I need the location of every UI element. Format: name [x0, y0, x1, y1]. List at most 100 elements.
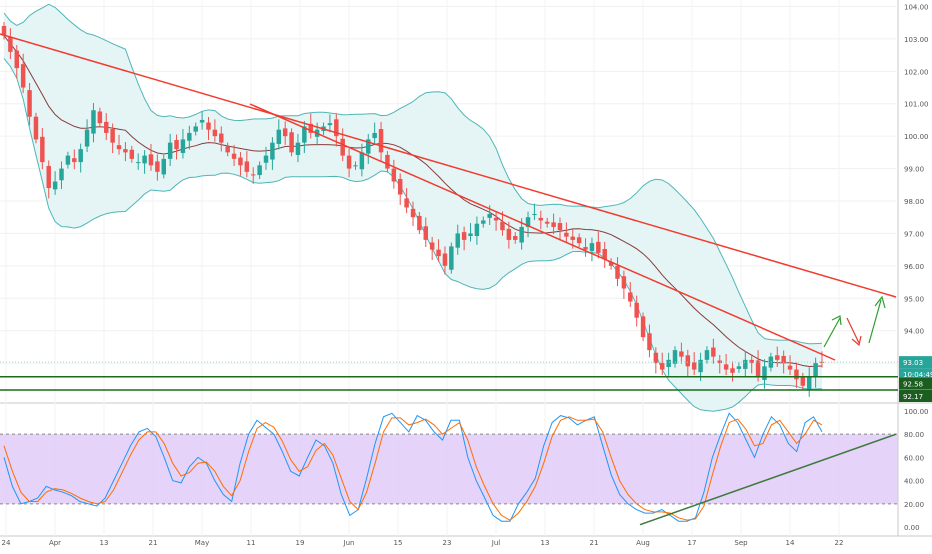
candle-body	[231, 153, 237, 159]
candle-body	[340, 138, 345, 156]
candle-body	[449, 246, 454, 270]
price-tick-label: 103.00	[904, 36, 929, 44]
candle-body	[749, 359, 754, 364]
candle-body	[775, 355, 780, 360]
candle-body	[576, 237, 582, 244]
candle-body	[225, 146, 230, 153]
stoch-tick-label: 20.00	[904, 501, 924, 509]
price-tick-label: 98.00	[904, 198, 924, 206]
up-arrow-2	[868, 299, 882, 344]
countdown-label-box	[899, 368, 932, 381]
candle-body	[295, 142, 301, 155]
candle-body	[52, 181, 58, 190]
time-tick-label: 23	[443, 539, 452, 547]
candle-body	[359, 152, 365, 170]
candle-body	[59, 168, 64, 181]
candle-body	[564, 232, 569, 237]
candle-body	[27, 90, 32, 117]
time-tick-label: Sep	[734, 539, 748, 547]
candle-body	[263, 155, 269, 163]
candle-body	[40, 136, 45, 163]
candle-body	[353, 165, 358, 167]
candle-body	[391, 168, 397, 182]
candle-body	[206, 122, 211, 130]
candle-body	[500, 221, 505, 231]
candle-body	[800, 376, 806, 386]
time-tick-label: 14	[786, 539, 795, 547]
time-tick-label: Jun	[343, 539, 355, 547]
stoch-tick-label: 80.00	[904, 431, 924, 439]
candle-body	[404, 198, 409, 208]
candle-body	[532, 213, 537, 215]
time-tick-label: Aug	[636, 539, 650, 547]
time-tick-label: Apr	[49, 539, 61, 547]
candle-body	[410, 208, 416, 218]
stoch-tick-label: 100.00	[904, 408, 929, 416]
candle-body	[621, 276, 627, 289]
candle-body	[589, 243, 595, 251]
short-downtrend-line	[249, 103, 836, 361]
time-tick-label: 11	[247, 539, 256, 547]
time-tick-label: 19	[296, 539, 305, 547]
candle-body	[334, 119, 339, 137]
candle-body	[493, 217, 499, 221]
candle-body	[8, 36, 13, 52]
support-upper-label: 92.58	[903, 381, 923, 389]
candle-body	[33, 116, 39, 140]
candle-body	[659, 363, 665, 370]
stoch-tick-label: 40.00	[904, 478, 924, 486]
projection-arrows	[823, 295, 886, 348]
candle-body	[730, 368, 735, 373]
candle-body	[161, 158, 167, 175]
candle-body	[781, 355, 786, 364]
stoch-series-line	[3, 416, 823, 521]
time-tick-label: May	[195, 539, 209, 547]
candle-body	[506, 228, 512, 240]
candle-body	[238, 157, 243, 166]
candle-body	[634, 302, 639, 318]
price-tick-label: 100.00	[904, 133, 929, 141]
candle-body	[423, 226, 429, 240]
candle-body	[14, 50, 20, 69]
time-tick-label: 13	[100, 539, 109, 547]
down-arrow	[846, 317, 860, 344]
candle-body	[794, 369, 799, 380]
candle-body	[142, 155, 147, 164]
candle-body	[346, 155, 352, 169]
candle-body	[257, 165, 262, 176]
candle-body	[544, 221, 550, 224]
stochastic-panel	[0, 412, 898, 526]
candle-body	[474, 223, 480, 237]
candle-body	[84, 129, 90, 147]
candle-body	[187, 132, 192, 141]
candle-body	[397, 178, 403, 195]
candle-body	[1, 25, 7, 36]
candle-body	[219, 133, 224, 143]
time-tick-label: 15	[394, 539, 403, 547]
candle-body	[762, 366, 767, 380]
time-axis: 24 Apr 13 21 May 11 19 Jun 15 23 Jul 13 21 Aug 17 Sep 14…	[2, 539, 844, 547]
candle-body	[91, 110, 96, 134]
last-price-label: 93.03	[903, 359, 923, 367]
candle-body	[385, 154, 390, 169]
candle-body	[608, 261, 614, 266]
time-tick-label: 24	[2, 539, 11, 547]
candle-body	[366, 139, 371, 154]
price-tick-label: 97.00	[904, 230, 924, 238]
candle-body	[672, 350, 678, 364]
candle-body	[647, 333, 652, 351]
candle-body	[787, 365, 793, 370]
candle-body	[429, 242, 435, 250]
candle-body	[199, 119, 205, 123]
candle-body	[602, 248, 607, 260]
candle-body	[72, 158, 77, 163]
candle-body	[308, 123, 313, 133]
candle-body	[628, 292, 633, 302]
candle-body	[270, 142, 275, 160]
candle-body	[327, 123, 333, 126]
candle-body	[481, 220, 486, 224]
price-tick-label: 96.00	[904, 263, 924, 271]
up-arrow-1-head	[831, 315, 842, 326]
